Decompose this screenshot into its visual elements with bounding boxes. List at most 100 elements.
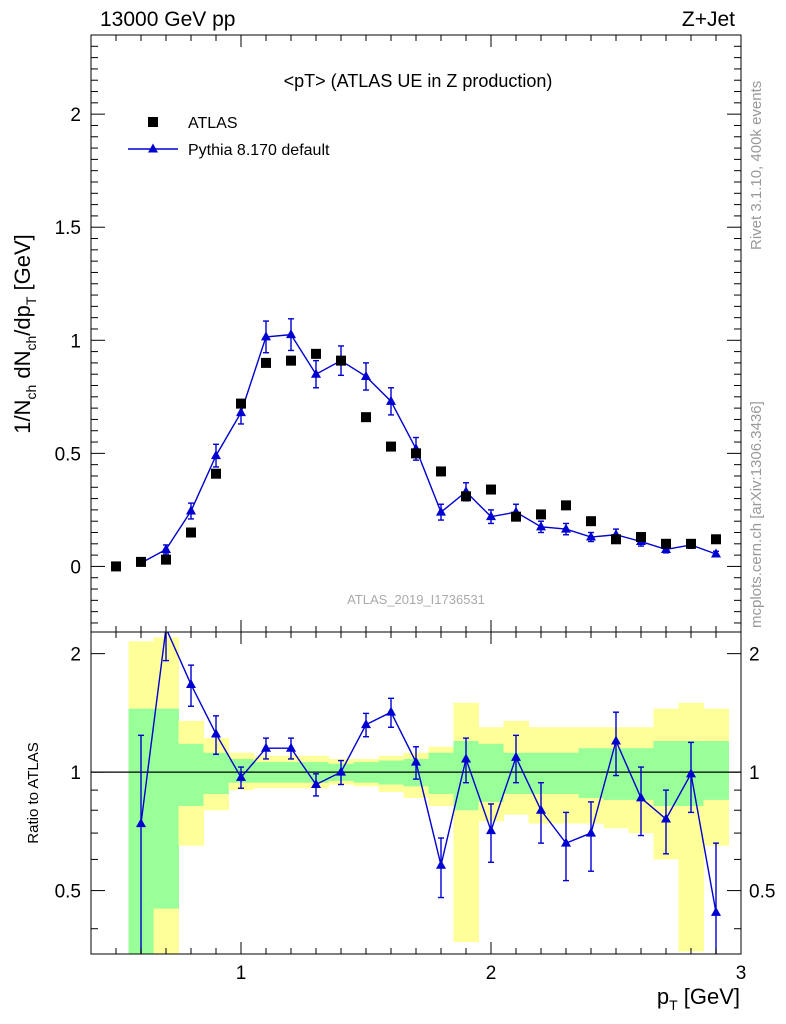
atlas-point xyxy=(186,527,196,538)
y-tick-label: 2 xyxy=(70,105,81,126)
y-tick-label: 0.5 xyxy=(55,882,81,903)
pythia-point xyxy=(311,368,321,378)
ratio-point xyxy=(586,827,596,837)
plot-title: <pT> (ATLAS UE in Z production) xyxy=(284,71,553,91)
watermark: ATLAS_2019_I1736531 xyxy=(347,592,485,607)
ratio-band-inner xyxy=(578,748,604,798)
ratio-point xyxy=(661,813,671,823)
legend-pythia-label: Pythia 8.170 default xyxy=(188,142,330,159)
svg-text:1/Nch dNch/dpT [GeV]: 1/Nch dNch/dpT [GeV] xyxy=(10,234,39,434)
pythia-point xyxy=(486,511,496,521)
svg-text:pT [GeV]: pT [GeV] xyxy=(657,984,740,1013)
atlas-point xyxy=(561,500,571,511)
atlas-point xyxy=(486,484,496,495)
pythia-point xyxy=(711,548,721,558)
atlas-point xyxy=(286,355,296,366)
atlas-point xyxy=(461,491,471,502)
ratio-band-inner xyxy=(178,743,204,807)
ratio-point xyxy=(361,719,371,729)
ratio-point xyxy=(486,825,496,835)
pythia-point xyxy=(361,370,371,380)
ratio-point xyxy=(261,742,271,752)
pythia-point xyxy=(386,395,396,405)
ratio-point xyxy=(436,859,446,869)
pythia-point xyxy=(161,543,171,553)
atlas-point xyxy=(211,468,221,479)
ratio-point xyxy=(686,768,696,778)
ratio-point xyxy=(611,735,621,745)
atlas-point xyxy=(111,561,121,572)
process-label: Z+Jet xyxy=(682,8,735,31)
pythia-point xyxy=(286,329,296,339)
ratio-point xyxy=(336,766,346,776)
atlas-point xyxy=(161,554,171,565)
bottom-y-axis-title: Ratio to ATLAS xyxy=(25,742,42,843)
ratio-point xyxy=(411,756,421,766)
atlas-point xyxy=(311,348,321,359)
ratio-point xyxy=(386,706,396,716)
ratio-band-inner xyxy=(553,752,579,794)
atlas-point xyxy=(686,538,696,549)
ratio-point xyxy=(636,792,646,802)
ratio-point xyxy=(286,742,296,752)
mcplots-label: mcplots.cern.ch [arXiv:1306.3436] xyxy=(748,401,765,628)
legend-pythia-marker xyxy=(148,143,158,153)
ratio-line xyxy=(140,632,717,913)
legend-atlas-label: ATLAS xyxy=(188,115,238,132)
atlas-point xyxy=(361,412,371,423)
ratio-band-inner xyxy=(428,752,454,794)
atlas-point xyxy=(636,532,646,543)
y-tick-label: 1.5 xyxy=(55,218,81,239)
ratio-point xyxy=(186,678,196,688)
atlas-point xyxy=(661,538,671,549)
pythia-point xyxy=(561,523,571,533)
atlas-point xyxy=(136,556,146,567)
ratio-point xyxy=(561,837,571,847)
energy-label: 13000 GeV pp xyxy=(100,8,235,31)
y-tick-label: 2 xyxy=(749,645,760,666)
y-tick-label: 1 xyxy=(749,763,760,784)
ratio-point xyxy=(136,818,146,828)
ratio-point xyxy=(461,753,471,763)
ratio-band-inner xyxy=(478,743,504,802)
atlas-point xyxy=(261,357,271,368)
atlas-point xyxy=(236,398,246,409)
x-tick-label: 3 xyxy=(736,963,747,984)
ratio-band-inner xyxy=(703,740,729,800)
rivet-label: Rivet 3.1.10, 400k events xyxy=(748,81,765,250)
pythia-point xyxy=(236,407,246,417)
atlas-point xyxy=(411,448,421,459)
y-tick-label: 0.5 xyxy=(749,882,775,903)
top-y-axis-title: 1/Nch dNch/dpT [GeV] xyxy=(10,234,39,434)
legend-atlas-marker xyxy=(148,117,158,127)
ratio-point xyxy=(711,906,721,916)
atlas-point xyxy=(611,534,621,545)
y-tick-label: 0.5 xyxy=(55,444,81,465)
ratio-point xyxy=(211,728,221,738)
ratio-point xyxy=(311,779,321,789)
pythia-point xyxy=(211,450,221,460)
atlas-point xyxy=(436,466,446,477)
pythia-point xyxy=(436,506,446,516)
atlas-point xyxy=(711,534,721,545)
legend: ATLAS Pythia 8.170 default xyxy=(128,115,330,159)
pythia-point xyxy=(186,505,196,515)
atlas-point xyxy=(536,509,546,520)
x-tick-label: 1 xyxy=(236,963,247,984)
y-tick-label: 1 xyxy=(70,763,81,784)
y-tick-label: 1 xyxy=(70,331,81,352)
ratio-point xyxy=(511,751,521,761)
pythia-point xyxy=(536,521,546,531)
atlas-point xyxy=(586,516,596,527)
atlas-point xyxy=(386,441,396,452)
y-tick-label: 0 xyxy=(70,557,81,578)
ratio-point xyxy=(536,804,546,814)
atlas-point xyxy=(336,355,346,366)
ratio-band-inner xyxy=(203,752,229,794)
atlas-point xyxy=(511,511,521,522)
pythia-point xyxy=(586,531,596,541)
x-axis-title: pT [GeV] xyxy=(657,984,740,1013)
x-tick-label: 2 xyxy=(486,963,497,984)
pythia-point xyxy=(261,331,271,341)
